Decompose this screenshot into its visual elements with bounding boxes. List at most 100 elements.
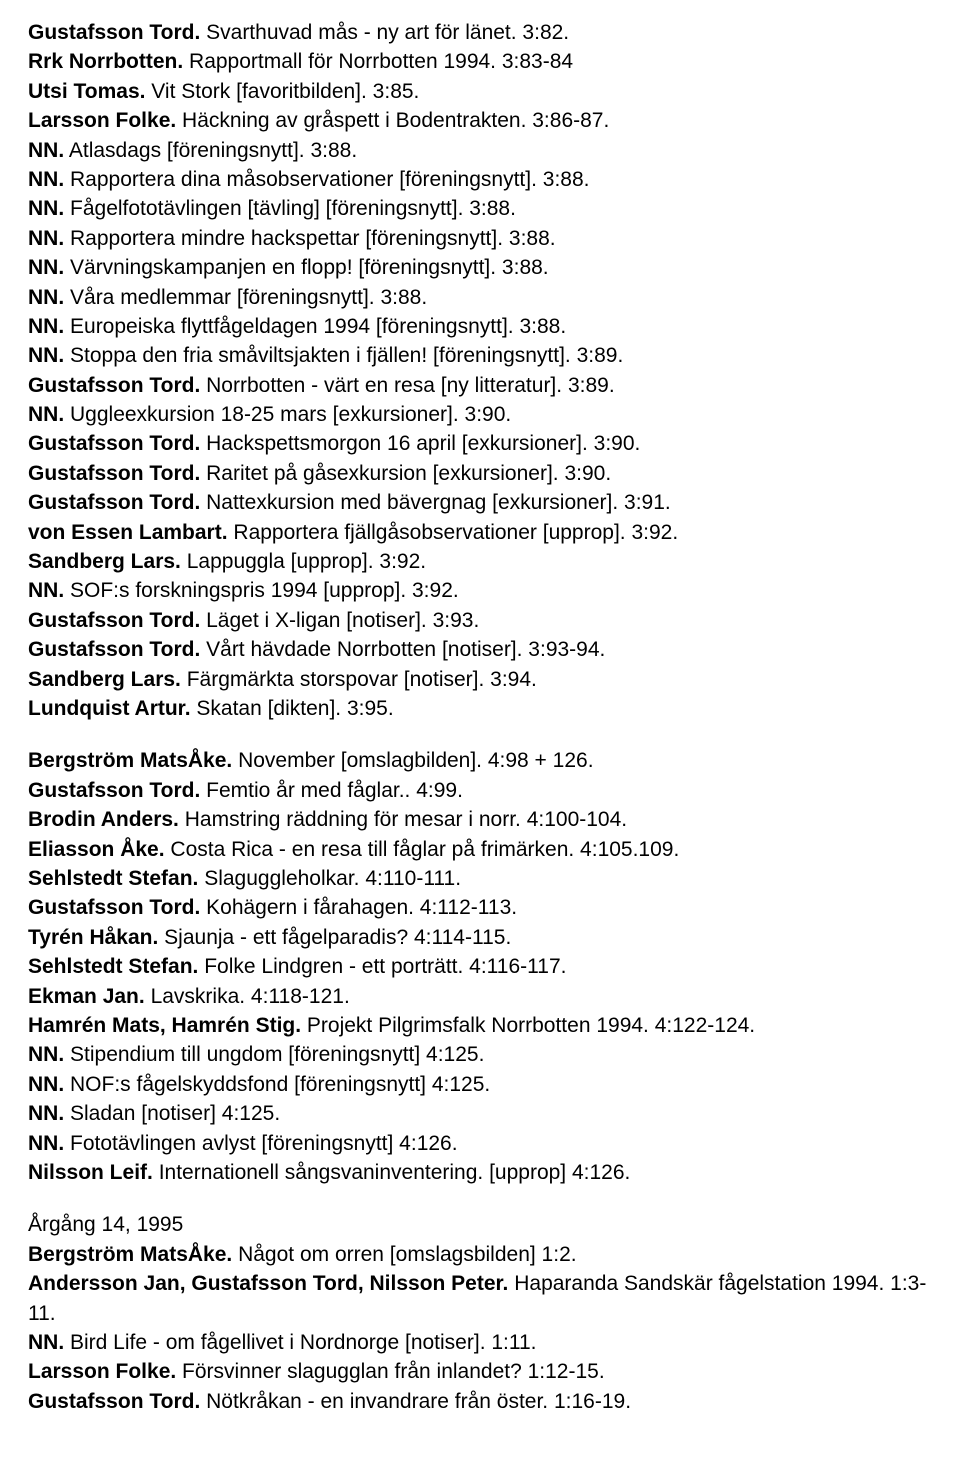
bibliography-entry: Gustafsson Tord. Nattexkursion med bäver… — [28, 488, 932, 517]
entry-author: NN. — [28, 1132, 64, 1155]
entry-text: Lavskrika. 4:118-121. — [145, 985, 350, 1008]
bibliography-entry: Sandberg Lars. Lappuggla [upprop]. 3:92. — [28, 547, 932, 576]
entry-author: NN. — [28, 579, 64, 602]
bibliography-entry: NN. Atlasdags [föreningsnytt]. 3:88. — [28, 136, 932, 165]
entry-text: Rapportmall för Norrbotten 1994. 3:83-84 — [183, 50, 573, 73]
entry-text: Internationell sångsvaninventering. [upp… — [153, 1161, 631, 1184]
entry-text: Sjaunja - ett fågelparadis? 4:114-115. — [158, 926, 511, 949]
bibliography-entry: NN. Rapportera mindre hackspettar [fören… — [28, 224, 932, 253]
entry-text: Vit Stork [favoritbilden]. 3:85. — [145, 80, 419, 103]
entry-text: Skatan [dikten]. 3:95. — [191, 697, 394, 720]
entry-text: Atlasdags [föreningsnytt]. 3:88. — [64, 139, 357, 162]
bibliography-entry: NN. Värvningskampanjen en flopp! [föreni… — [28, 253, 932, 282]
bibliography-entry: Nilsson Leif. Internationell sångsvaninv… — [28, 1158, 932, 1187]
bibliography-entry: Gustafsson Tord. Läget i X-ligan [notise… — [28, 606, 932, 635]
entry-text: Stoppa den fria småviltsjakten i fjällen… — [64, 344, 623, 367]
entry-text: Nattexkursion med bävergnag [exkursioner… — [200, 491, 670, 514]
entry-text: Våra medlemmar [föreningsnytt]. 3:88. — [64, 286, 427, 309]
bibliography-entry: NN. Rapportera dina måsobservationer [fö… — [28, 165, 932, 194]
bibliography-entry: Bergström MatsÅke. Något om orren [omsla… — [28, 1240, 932, 1269]
entry-author: Sehlstedt Stefan. — [28, 867, 198, 890]
bibliography-entry: Gustafsson Tord. Hackspettsmorgon 16 apr… — [28, 429, 932, 458]
bibliography-entry: Larsson Folke. Häckning av gråspett i Bo… — [28, 106, 932, 135]
bibliography-entry: Gustafsson Tord. Kohägern i fårahagen. 4… — [28, 893, 932, 922]
entry-author: Ekman Jan. — [28, 985, 145, 1008]
bibliography-entry: Bergström MatsÅke. November [omslagbilde… — [28, 746, 932, 775]
bibliography-entry: NN. Europeiska flyttfågeldagen 1994 [för… — [28, 312, 932, 341]
entry-author: NN. — [28, 403, 64, 426]
spacer — [28, 723, 932, 746]
bibliography-entry: von Essen Lambart. Rapportera fjällgåsob… — [28, 518, 932, 547]
entry-text: Nötkråkan - en invandrare från öster. 1:… — [200, 1390, 631, 1413]
entry-author: Gustafsson Tord. — [28, 21, 200, 44]
entry-author: NN. — [28, 1102, 64, 1125]
entry-text: Häckning av gråspett i Bodentrakten. 3:8… — [176, 109, 609, 132]
bibliography-entry: Tyrén Håkan. Sjaunja - ett fågelparadis?… — [28, 923, 932, 952]
entry-text: NOF:s fågelskyddsfond [föreningsnytt] 4:… — [64, 1073, 490, 1096]
entry-author: NN. — [28, 344, 64, 367]
entry-author: NN. — [28, 256, 64, 279]
entry-author: Bergström MatsÅke. — [28, 749, 232, 772]
entry-author: Gustafsson Tord. — [28, 491, 200, 514]
entry-author: Gustafsson Tord. — [28, 374, 200, 397]
entry-author: Rrk Norrbotten. — [28, 50, 183, 73]
entry-text: Läget i X-ligan [notiser]. 3:93. — [200, 609, 479, 632]
entry-author: Utsi Tomas. — [28, 80, 145, 103]
entry-text: Fototävlingen avlyst [föreningsnytt] 4:1… — [64, 1132, 457, 1155]
bibliography-entry: Sandberg Lars. Färgmärkta storspovar [no… — [28, 665, 932, 694]
bibliography-entry: NN. Stipendium till ungdom [föreningsnyt… — [28, 1040, 932, 1069]
bibliography-entry: Sehlstedt Stefan. Slaguggleholkar. 4:110… — [28, 864, 932, 893]
bibliography-entry: Lundquist Artur. Skatan [dikten]. 3:95. — [28, 694, 932, 723]
bibliography-entry: Gustafsson Tord. Norrbotten - värt en re… — [28, 371, 932, 400]
entry-text: Fågelfototävlingen [tävling] [föreningsn… — [64, 197, 516, 220]
bibliography-entry: NN. Fototävlingen avlyst [föreningsnytt]… — [28, 1129, 932, 1158]
entry-author: Hamrén Mats, Hamrén Stig. — [28, 1014, 301, 1037]
entry-text: Rapportera mindre hackspettar [förenings… — [64, 227, 555, 250]
entry-author: NN. — [28, 315, 64, 338]
entry-author: Andersson Jan, Gustafsson Tord, Nilsson … — [28, 1272, 508, 1295]
entry-author: NN. — [28, 227, 64, 250]
bibliography-entry: NN. Våra medlemmar [föreningsnytt]. 3:88… — [28, 283, 932, 312]
bibliography-entry: Gustafsson Tord. Vårt hävdade Norrbotten… — [28, 635, 932, 664]
entry-text: Hamstring räddning för mesar i norr. 4:1… — [179, 808, 627, 831]
entry-text: Lappuggla [upprop]. 3:92. — [181, 550, 426, 573]
bibliography-entry: Årgång 14, 1995 — [28, 1210, 932, 1239]
entry-author: Gustafsson Tord. — [28, 432, 200, 455]
bibliography-entry: NN. SOF:s forskningspris 1994 [upprop]. … — [28, 576, 932, 605]
entry-author: Lundquist Artur. — [28, 697, 191, 720]
entry-author: Gustafsson Tord. — [28, 462, 200, 485]
entry-text: Projekt Pilgrimsfalk Norrbotten 1994. 4:… — [301, 1014, 755, 1037]
entry-author: Sehlstedt Stefan. — [28, 955, 198, 978]
entry-text: Raritet på gåsexkursion [exkursioner]. 3… — [200, 462, 611, 485]
entry-author: Gustafsson Tord. — [28, 1390, 200, 1413]
entry-text: Bird Life - om fågellivet i Nordnorge [n… — [64, 1331, 536, 1354]
entry-text: Hackspettsmorgon 16 april [exkursioner].… — [200, 432, 640, 455]
entry-text: Rapportera dina måsobservationer [föreni… — [64, 168, 589, 191]
entry-author: NN. — [28, 197, 64, 220]
entry-author: Brodin Anders. — [28, 808, 179, 831]
entry-text: Costa Rica - en resa till fåglar på frim… — [165, 838, 680, 861]
entry-author: Gustafsson Tord. — [28, 779, 200, 802]
bibliography-entry: Ekman Jan. Lavskrika. 4:118-121. — [28, 982, 932, 1011]
entry-author: Gustafsson Tord. — [28, 638, 200, 661]
bibliography-entry: Andersson Jan, Gustafsson Tord, Nilsson … — [28, 1269, 932, 1328]
entry-text: Slaguggleholkar. 4:110-111. — [198, 867, 461, 890]
entry-author: NN. — [28, 1073, 64, 1096]
bibliography-entry: Sehlstedt Stefan. Folke Lindgren - ett p… — [28, 952, 932, 981]
entry-author: Sandberg Lars. — [28, 668, 181, 691]
entry-text: Värvningskampanjen en flopp! [föreningsn… — [64, 256, 548, 279]
bibliography-entry: NN. Uggleexkursion 18-25 mars [exkursion… — [28, 400, 932, 429]
entry-text: Svarthuvad mås - ny art för länet. 3:82. — [200, 21, 569, 44]
entry-author: NN. — [28, 286, 64, 309]
bibliography-entry: NN. Fågelfototävlingen [tävling] [föreni… — [28, 194, 932, 223]
bibliography-entry: NN. Sladan [notiser] 4:125. — [28, 1099, 932, 1128]
bibliography-entry: NN. Stoppa den fria småviltsjakten i fjä… — [28, 341, 932, 370]
entry-text: Stipendium till ungdom [föreningsnytt] 4… — [64, 1043, 484, 1066]
bibliography-entry: Gustafsson Tord. Femtio år med fåglar.. … — [28, 776, 932, 805]
entry-author: Gustafsson Tord. — [28, 609, 200, 632]
spacer — [28, 1187, 932, 1210]
entry-author: Bergström MatsÅke. — [28, 1243, 232, 1266]
bibliography-entry: NN. Bird Life - om fågellivet i Nordnorg… — [28, 1328, 932, 1357]
entry-author: NN. — [28, 139, 64, 162]
entry-text: Rapportera fjällgåsobservationer [upprop… — [228, 521, 679, 544]
